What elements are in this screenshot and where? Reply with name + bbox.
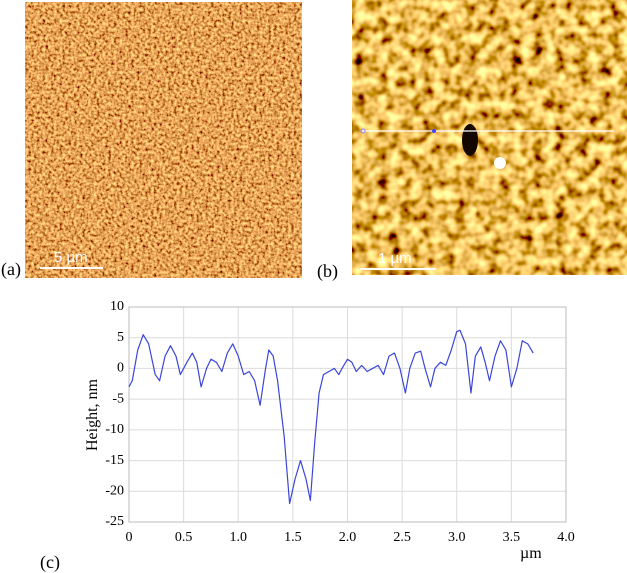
afm-image-b <box>352 0 627 275</box>
profile-marker <box>360 128 366 134</box>
y-tick-label: -15 <box>105 453 124 468</box>
plot-frame <box>128 306 567 523</box>
profile-marker <box>432 129 436 133</box>
y-tick-label: -5 <box>112 391 124 406</box>
afm-image-a <box>25 2 302 278</box>
y-tick-label: 0 <box>117 361 124 376</box>
profile-line <box>128 329 534 505</box>
y-tick-label: 5 <box>117 330 124 345</box>
x-tick-label: 2.5 <box>393 530 411 545</box>
y-tick-label: 10 <box>110 299 124 314</box>
x-tick-label: 1.0 <box>230 530 248 545</box>
x-tick-label: 4.0 <box>557 530 575 545</box>
panel-label: (c) <box>40 552 60 573</box>
x-tick-label: 1.5 <box>284 530 302 545</box>
y-axis-label: Height, nm <box>84 378 101 451</box>
y-tick-label: -25 <box>105 514 124 529</box>
x-tick-label: 3.5 <box>503 530 521 545</box>
panel-label: (b) <box>317 261 338 282</box>
y-tick-label: -10 <box>105 422 124 437</box>
x-tick-label: 3.0 <box>448 530 466 545</box>
particle <box>494 157 506 169</box>
x-tick-label: 0 <box>126 530 133 545</box>
x-axis-label: µm <box>520 545 542 562</box>
scale-label: 5 µm <box>54 249 88 266</box>
panel-label: (a) <box>1 259 21 280</box>
x-tick-label: 2.0 <box>339 530 357 545</box>
x-tick-label: 0.5 <box>175 530 193 545</box>
defect <box>462 124 478 156</box>
y-tick-label: -20 <box>105 484 124 499</box>
scale-label: 1 µm <box>378 250 412 267</box>
